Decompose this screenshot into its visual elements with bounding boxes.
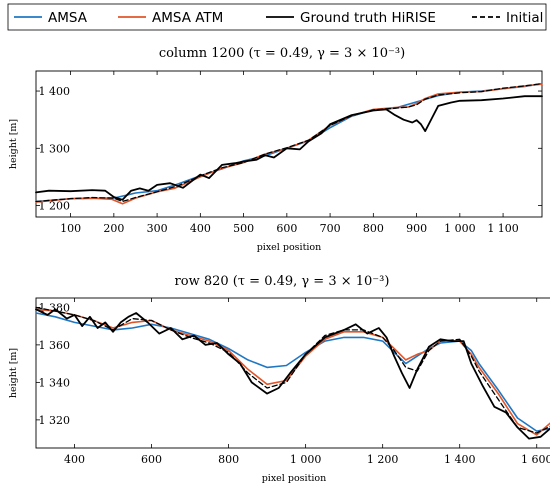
tick-group-column: 100 200 300 400 500 600 700 800 900 1 000 1 100 1 2…: [36, 71, 542, 235]
series-line-row-initial: [35, 306, 550, 434]
series-line-column-ground-truth-hirise: [35, 95, 543, 201]
x-tick-label-row-0: 400: [64, 453, 85, 466]
x-tick-label-column-4: 500: [233, 222, 254, 235]
x-tick-label-row-3: 1 000: [290, 453, 322, 466]
x-tick-label-column-6: 700: [320, 222, 341, 235]
x-tick-label-column-0: 100: [60, 222, 81, 235]
series-line-row-ground-truth-hirise: [35, 308, 550, 440]
y-axis-label-row: height [m]: [8, 348, 19, 398]
legend-label-1: AMSA ATM: [152, 10, 223, 26]
legend-label-2: Ground truth HiRISE: [300, 10, 436, 26]
x-axis-label-row: pixel position: [262, 473, 327, 484]
y-tick-label-column-1: 1 300: [39, 142, 71, 155]
x-tick-label-column-10: 1 100: [487, 222, 519, 235]
x-tick-label-column-1: 200: [103, 222, 124, 235]
tick-group-row: 400 600 800 1 000 1 200 1 400 1 600 1 320 1 340 1…: [36, 298, 550, 466]
column-chart: column 1200 (τ = 0.49, γ = 3 × 10⁻³) 100…: [8, 46, 543, 253]
y-tick-label-row-1: 1 340: [39, 376, 71, 389]
plot-frame-row: [35, 297, 550, 449]
legend-label-0: AMSA: [48, 10, 88, 26]
series-group-column: [35, 82, 543, 205]
x-axis-label-column: pixel position: [257, 242, 322, 253]
legend: AMSA AMSA ATM Ground truth HiRISE Initial: [7, 3, 547, 31]
y-axis-label-column: height [m]: [8, 119, 19, 169]
series-line-row-amsa-atm: [35, 308, 550, 436]
legend-label-3: Initial: [506, 10, 543, 26]
x-tick-label-column-7: 800: [363, 222, 384, 235]
x-tick-label-row-4: 1 200: [367, 453, 399, 466]
x-tick-label-column-3: 400: [190, 222, 211, 235]
x-tick-label-row-6: 1 600: [521, 453, 550, 466]
x-tick-label-row-2: 800: [218, 453, 239, 466]
y-tick-label-row-0: 1 320: [39, 414, 71, 427]
y-tick-label-column-0: 1 200: [39, 200, 71, 213]
x-tick-label-column-9: 1 000: [444, 222, 476, 235]
y-tick-label-row-2: 1 360: [39, 339, 71, 352]
series-line-row-amsa: [35, 312, 550, 432]
x-tick-label-column-8: 900: [406, 222, 427, 235]
row-chart: row 820 (τ = 0.49, γ = 3 × 10⁻³) 400 600 8…: [8, 274, 550, 484]
y-tick-label-column-2: 1 400: [39, 85, 71, 98]
chart-title-row: row 820 (τ = 0.49, γ = 3 × 10⁻³): [175, 274, 390, 289]
series-group-row: [35, 306, 550, 440]
y-tick-label-row-3: 1 380: [39, 301, 71, 314]
plot-frame-column: [35, 70, 543, 218]
x-tick-label-row-1: 600: [141, 453, 162, 466]
x-tick-label-column-2: 300: [147, 222, 168, 235]
chart-title-column: column 1200 (τ = 0.49, γ = 3 × 10⁻³): [159, 46, 405, 61]
series-line-column-amsa-atm: [35, 83, 543, 205]
x-tick-label-row-5: 1 400: [444, 453, 476, 466]
x-tick-label-column-5: 600: [276, 222, 297, 235]
series-line-column-initial: [35, 82, 543, 203]
